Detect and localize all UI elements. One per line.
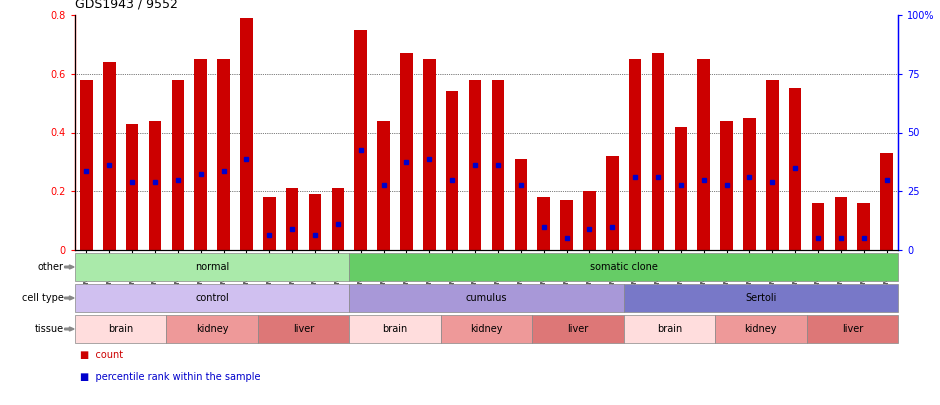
Text: brain: brain [657,324,682,334]
Bar [103,62,116,250]
Text: brain: brain [383,324,408,334]
Bar [514,159,527,250]
Bar [835,197,847,250]
Text: GDS1943 / 9552: GDS1943 / 9552 [75,0,178,11]
Text: cumulus: cumulus [465,293,508,303]
Bar [332,188,344,250]
Text: control: control [196,293,229,303]
Text: normal: normal [195,262,229,272]
Bar [812,203,824,250]
Bar [766,80,778,250]
Text: cell type: cell type [22,293,64,303]
Bar [241,18,253,250]
Text: liver: liver [293,324,314,334]
Bar [629,59,641,250]
Bar [149,121,162,250]
Bar [195,59,207,250]
Text: kidney: kidney [744,324,777,334]
Bar [308,194,321,250]
Bar [469,80,481,250]
Bar [857,203,870,250]
Bar [675,127,687,250]
Bar [720,121,733,250]
Bar [538,197,550,250]
Bar [744,118,756,250]
Bar [217,59,230,250]
Bar [697,59,710,250]
Text: somatic clone: somatic clone [589,262,658,272]
Bar [446,92,459,250]
Text: ■  percentile rank within the sample: ■ percentile rank within the sample [80,372,260,382]
Bar [263,197,275,250]
Bar [80,80,93,250]
Text: other: other [38,262,64,272]
Bar [583,191,596,250]
Bar [377,121,390,250]
Bar [560,200,572,250]
Bar [172,80,184,250]
Bar [400,53,413,250]
Text: liver: liver [841,324,863,334]
Bar [423,59,435,250]
Bar [789,88,802,250]
Text: kidney: kidney [196,324,228,334]
Bar [126,124,138,250]
Text: Sertoli: Sertoli [745,293,776,303]
Bar [286,188,299,250]
Bar [606,156,619,250]
Text: brain: brain [108,324,133,334]
Bar [492,80,504,250]
Text: kidney: kidney [470,324,503,334]
Bar [651,53,665,250]
Bar [880,153,893,250]
Bar [354,30,367,250]
Text: tissue: tissue [35,324,64,334]
Text: liver: liver [568,324,588,334]
Text: ■  count: ■ count [80,350,123,360]
